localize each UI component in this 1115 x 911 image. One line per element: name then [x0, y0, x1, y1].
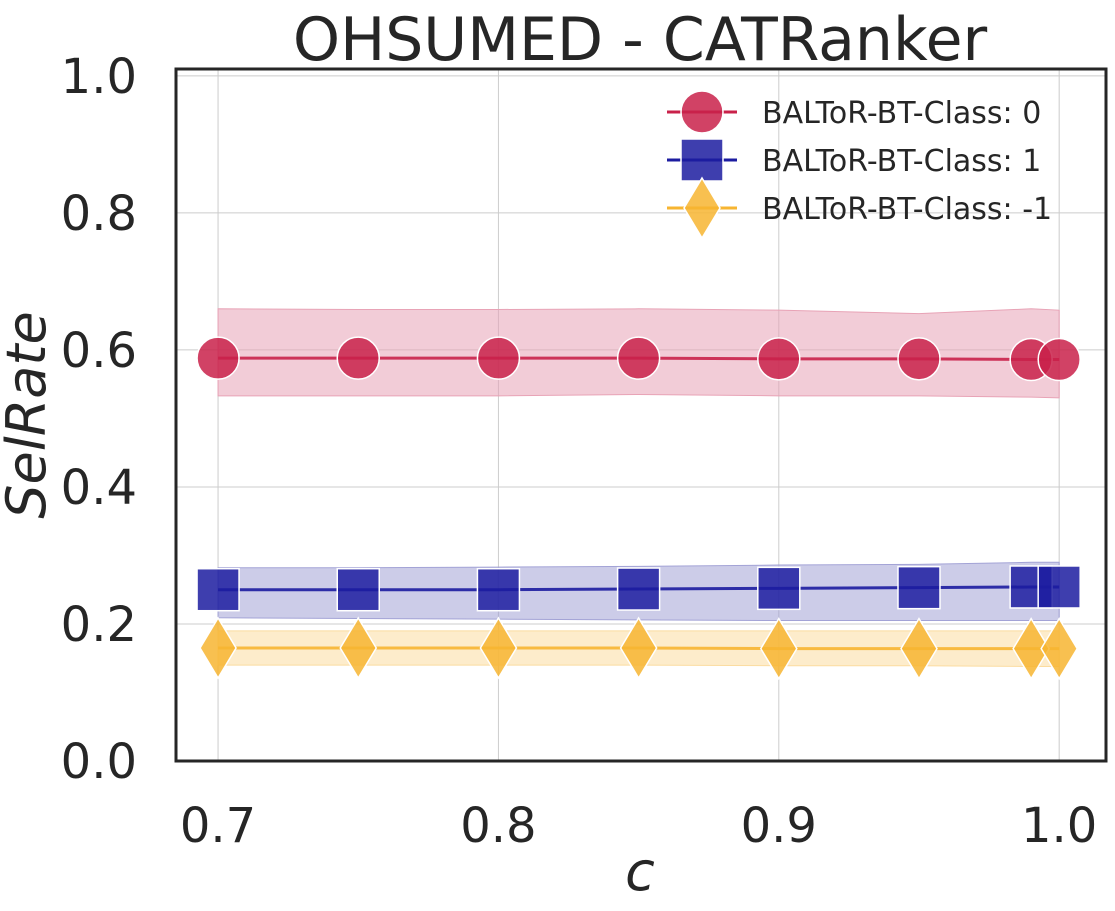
series-1 [196, 565, 1081, 612]
series-1-point [757, 566, 801, 611]
series-2-point [900, 617, 938, 681]
series-2 [199, 616, 1079, 681]
legend: BALToR-BT-Class: 0 BALToR-BT-Class: 1 BALT… [667, 90, 1052, 240]
chart-title: OHSUMED - CATRanker [293, 5, 988, 75]
series-2-point [1040, 617, 1079, 681]
series-layer [196, 336, 1081, 681]
series-2-point [759, 617, 798, 681]
y-tick-label: 0.4 [61, 460, 137, 516]
series-2-point [339, 616, 378, 680]
legend-label: BALToR-BT-Class: -1 [762, 192, 1052, 227]
series-0-point [476, 336, 521, 380]
legend-label: BALToR-BT-Class: 1 [762, 144, 1041, 179]
series-0-point [897, 337, 941, 381]
y-tick-label: 0.0 [61, 734, 137, 790]
series-2-point [199, 616, 237, 680]
legend-item: BALToR-BT-Class: 1 [667, 138, 1041, 182]
y-tick-labels: 0.0 0.2 0.4 0.6 0.8 1.0 [61, 49, 137, 790]
y-tick-label: 0.2 [61, 597, 137, 653]
series-1-point [1037, 565, 1081, 609]
series-2-point [1012, 617, 1051, 681]
legend-label: BALToR-BT-Class: 0 [762, 96, 1041, 131]
series-0-point [196, 336, 240, 380]
series-1-point [897, 565, 941, 610]
series-0 [196, 336, 1081, 382]
x-tick-labels: 0.7 0.8 0.9 1.0 [180, 798, 1097, 854]
legend-marker [680, 90, 724, 134]
x-tick-label: 1.0 [1021, 798, 1097, 854]
x-tick-label: 0.8 [460, 798, 536, 854]
series-0-point [1037, 337, 1081, 382]
legend-item: BALToR-BT-Class: -1 [667, 176, 1052, 240]
legend-marker [683, 176, 721, 240]
series-1-point [476, 567, 521, 612]
plot-frame [174, 67, 1108, 763]
series-1-point [616, 567, 661, 611]
y-tick-label: 1.0 [61, 49, 137, 105]
y-tick-label: 0.6 [61, 323, 137, 379]
x-axis-label: c [625, 840, 655, 903]
legend-item: BALToR-BT-Class: 0 [667, 90, 1041, 134]
series-0-point [757, 337, 801, 381]
x-tick-label: 0.7 [180, 798, 256, 854]
series-2-point [619, 616, 658, 680]
legend-marker [680, 138, 724, 182]
series-1-point [336, 567, 380, 612]
y-axis-label: SelRate [0, 311, 58, 519]
series-1-point [196, 567, 240, 612]
series-2-point [479, 616, 518, 680]
series-0-point [616, 336, 661, 380]
x-tick-label: 0.9 [741, 798, 817, 854]
y-tick-label: 0.8 [61, 186, 137, 242]
series-0-point [336, 336, 380, 380]
